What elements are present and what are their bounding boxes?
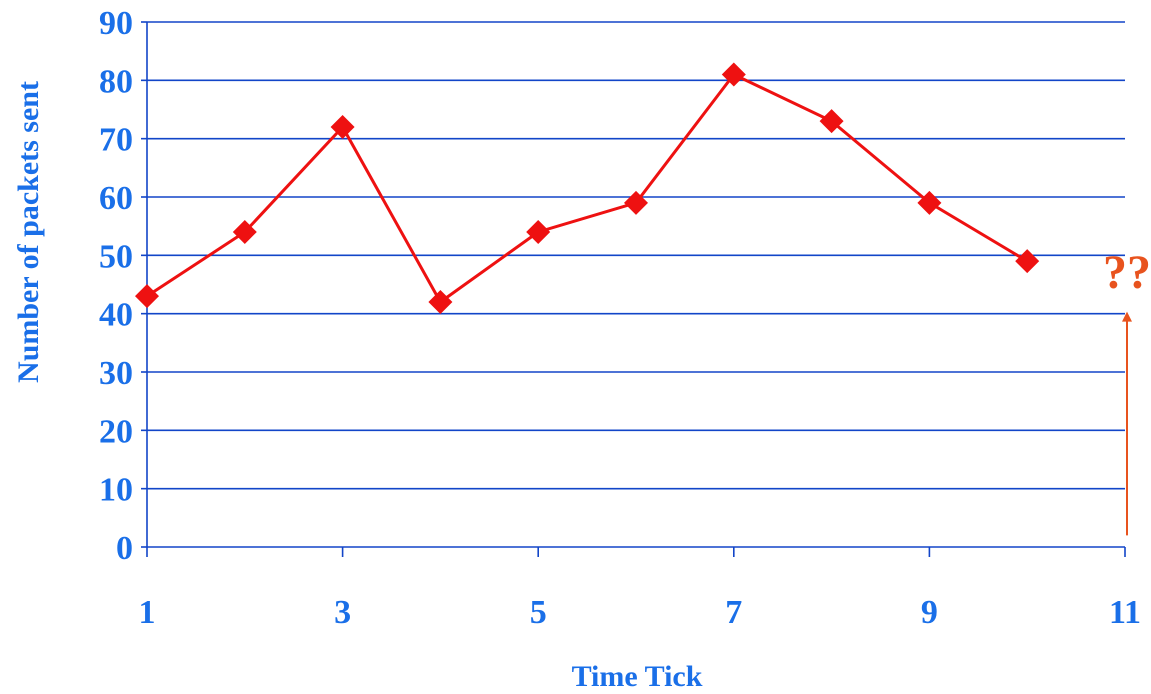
y-tick-label-60: 60 xyxy=(99,180,133,217)
y-axis-tick-labels: 0 10 20 30 40 50 60 70 80 90 xyxy=(99,5,133,567)
data-point-4 xyxy=(428,290,453,314)
gridlines xyxy=(147,21,1125,490)
x-tick-label-5: 5 xyxy=(530,594,547,631)
annotation: ?? xyxy=(1103,246,1151,536)
x-tick-label-3: 3 xyxy=(334,594,351,631)
data-point-5 xyxy=(526,220,551,244)
x-tick-label-7: 7 xyxy=(725,594,742,631)
y-tick-label-90: 90 xyxy=(99,5,133,42)
data-point-6 xyxy=(624,190,648,215)
y-tick-label-10: 10 xyxy=(99,472,133,509)
data-point-8 xyxy=(819,109,844,134)
y-axis-title: Number of packets sent xyxy=(12,81,45,383)
data-point-9 xyxy=(917,190,942,215)
series-packets xyxy=(135,62,1040,314)
y-tick-label-20: 20 xyxy=(99,413,133,450)
y-tick-label-70: 70 xyxy=(99,122,133,159)
data-point-1 xyxy=(135,284,159,309)
annotation-text: ?? xyxy=(1103,246,1151,299)
data-point-10 xyxy=(1015,249,1040,274)
x-axis-title: Time Tick xyxy=(572,660,703,693)
y-tick-label-40: 40 xyxy=(99,297,133,334)
y-tick-label-30: 30 xyxy=(99,355,133,392)
x-axis-ticks xyxy=(146,547,1126,557)
x-tick-label-1: 1 xyxy=(139,594,156,631)
data-point-3 xyxy=(330,115,355,139)
x-tick-label-11: 11 xyxy=(1109,594,1141,631)
y-tick-label-50: 50 xyxy=(99,238,133,275)
data-point-2 xyxy=(232,220,257,244)
data-point-7 xyxy=(721,62,746,87)
x-tick-label-9: 9 xyxy=(921,594,938,631)
y-tick-label-0: 0 xyxy=(116,530,133,567)
annotation-arrow-head xyxy=(1122,311,1132,322)
series-line-0 xyxy=(146,72,1028,305)
axes xyxy=(141,21,1125,548)
x-axis-tick-labels: 1 3 5 7 9 11 xyxy=(139,594,1142,631)
y-tick-label-80: 80 xyxy=(99,63,133,100)
